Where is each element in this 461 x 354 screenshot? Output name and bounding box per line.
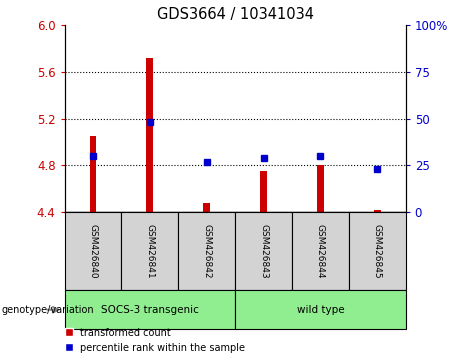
Text: genotype/variation: genotype/variation: [1, 305, 94, 315]
Text: GSM426843: GSM426843: [259, 224, 268, 279]
Bar: [147, 58, 153, 212]
Title: GDS3664 / 10341034: GDS3664 / 10341034: [157, 7, 313, 22]
Text: SOCS-3 transgenic: SOCS-3 transgenic: [101, 305, 199, 315]
Bar: [89, 136, 96, 212]
Text: GSM426840: GSM426840: [89, 224, 97, 279]
Bar: [235, 212, 292, 290]
Bar: [374, 210, 381, 212]
Bar: [235, 290, 406, 329]
Bar: [178, 212, 235, 290]
Text: GSM426844: GSM426844: [316, 224, 325, 279]
Text: wild type: wild type: [296, 305, 344, 315]
Bar: [317, 166, 324, 212]
Bar: [121, 212, 178, 290]
Text: GSM426845: GSM426845: [373, 224, 382, 279]
Bar: [292, 212, 349, 290]
Bar: [260, 171, 267, 212]
Bar: [65, 290, 235, 329]
Bar: [65, 212, 121, 290]
Bar: [349, 212, 406, 290]
Text: GSM426841: GSM426841: [145, 224, 154, 279]
Legend: transformed count, percentile rank within the sample: transformed count, percentile rank withi…: [65, 328, 245, 353]
Text: GSM426842: GSM426842: [202, 224, 211, 279]
Bar: [203, 203, 210, 212]
